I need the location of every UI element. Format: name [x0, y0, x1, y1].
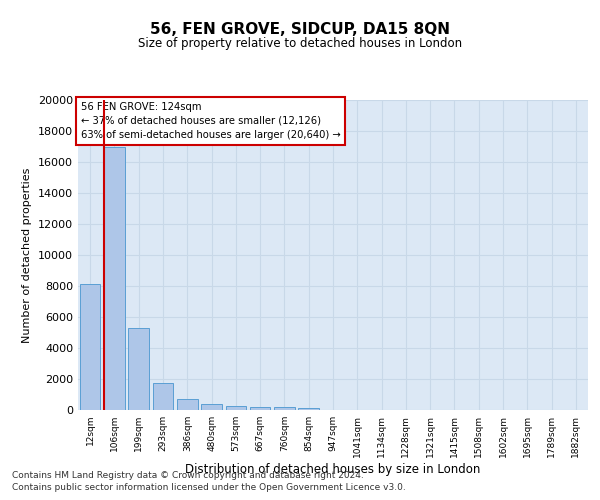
Bar	[298, 408, 319, 410]
Text: Contains public sector information licensed under the Open Government Licence v3: Contains public sector information licen…	[12, 483, 406, 492]
Bar	[226, 406, 246, 410]
Text: 56 FEN GROVE: 124sqm
← 37% of detached houses are smaller (12,126)
63% of semi-d: 56 FEN GROVE: 124sqm ← 37% of detached h…	[80, 102, 340, 140]
Bar	[250, 406, 271, 410]
Bar	[201, 404, 222, 410]
Bar	[104, 146, 125, 410]
Text: Contains HM Land Registry data © Crown copyright and database right 2024.: Contains HM Land Registry data © Crown c…	[12, 470, 364, 480]
Bar	[80, 284, 100, 410]
Bar	[177, 399, 197, 410]
Y-axis label: Number of detached properties: Number of detached properties	[22, 168, 32, 342]
Bar	[128, 328, 149, 410]
Text: Size of property relative to detached houses in London: Size of property relative to detached ho…	[138, 38, 462, 51]
Bar	[152, 383, 173, 410]
Text: 56, FEN GROVE, SIDCUP, DA15 8QN: 56, FEN GROVE, SIDCUP, DA15 8QN	[150, 22, 450, 38]
Bar	[274, 407, 295, 410]
X-axis label: Distribution of detached houses by size in London: Distribution of detached houses by size …	[185, 462, 481, 475]
